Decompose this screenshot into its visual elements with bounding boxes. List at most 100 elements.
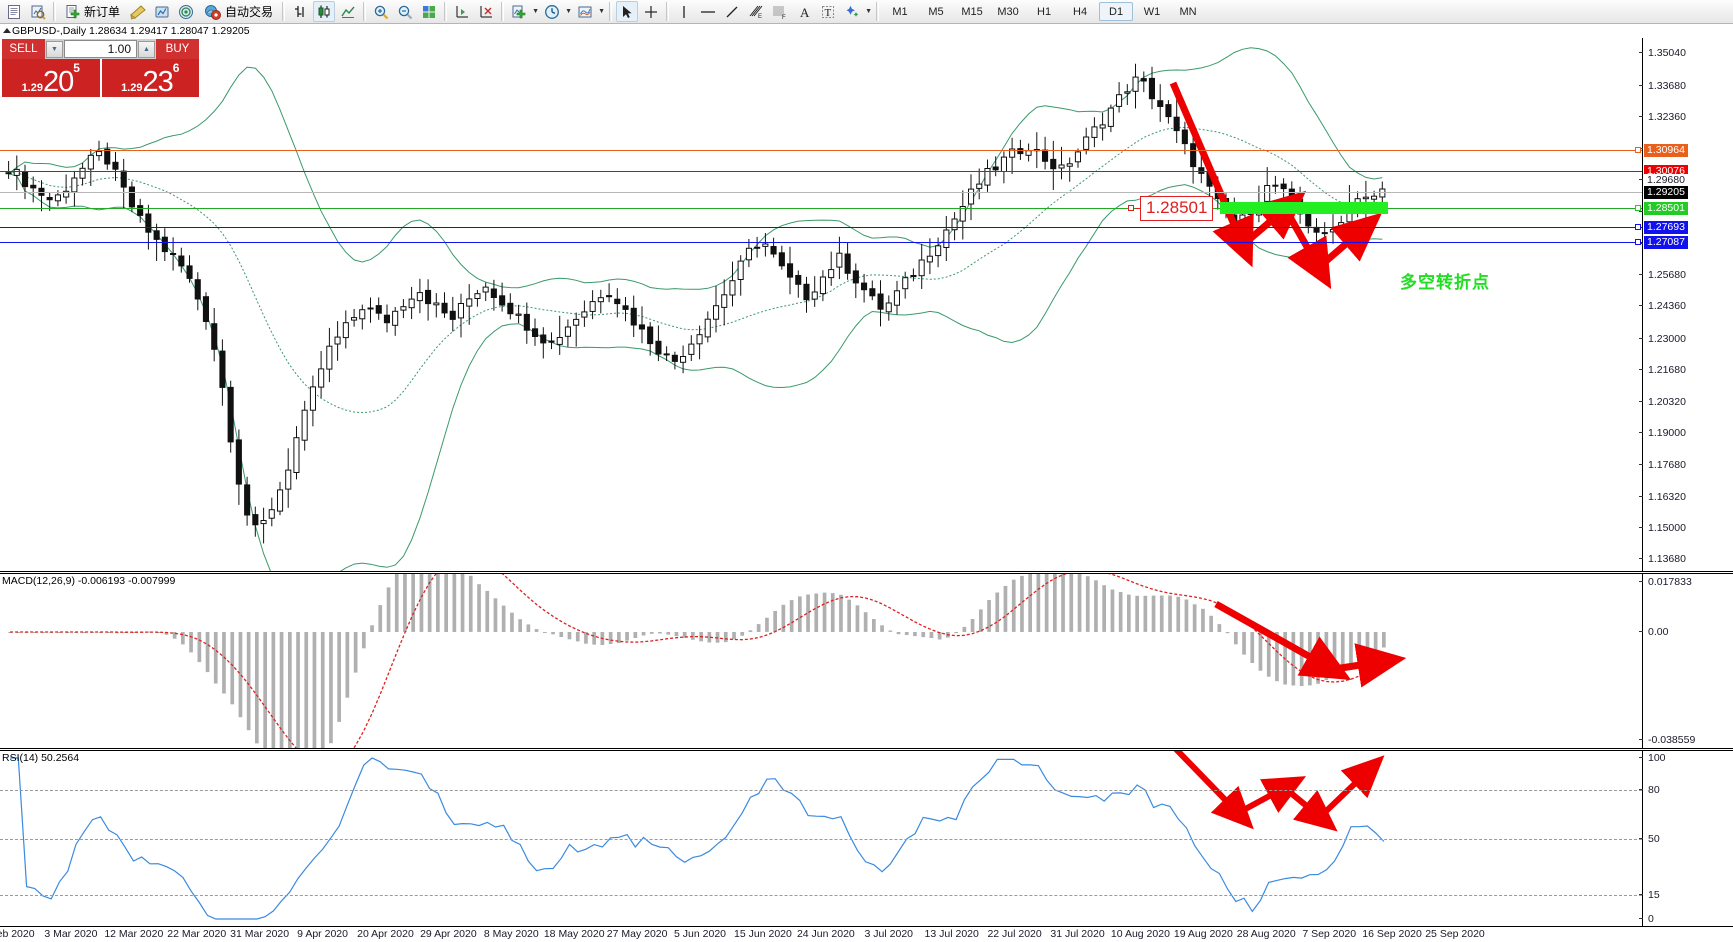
- chart-symbol-bar: GBPUSD-,Daily 1.28634 1.29417 1.28047 1.…: [0, 24, 1733, 38]
- price-tick: 1.21680: [1639, 365, 1686, 375]
- arrow-down-2: [1282, 208, 1332, 290]
- trendline-tool-icon[interactable]: [721, 1, 743, 22]
- timeframe-button-m30[interactable]: M30: [997, 5, 1019, 18]
- templates-icon[interactable]: [574, 1, 596, 22]
- chart-autoscroll-icon[interactable]: [475, 1, 497, 22]
- timeframe-button-m1[interactable]: M1: [892, 5, 908, 18]
- date-axis-label: 25 Sep 2020: [1425, 928, 1485, 940]
- vertical-line-tool-icon[interactable]: [673, 1, 695, 22]
- support-level-blue-1-handle[interactable]: [1635, 224, 1641, 231]
- volume-stepper[interactable]: ▼ 1.00 ▲: [45, 39, 156, 59]
- toolbar-separator: [53, 2, 56, 21]
- support-level-blue-2-handle[interactable]: [1635, 238, 1641, 245]
- tile-windows-icon[interactable]: [418, 1, 440, 22]
- buy-label[interactable]: BUY: [156, 39, 199, 59]
- macd-arrow-overlay[interactable]: [0, 574, 1643, 748]
- timeframe-button-m5[interactable]: M5: [928, 5, 944, 18]
- support-line-blue-2[interactable]: [0, 242, 1642, 243]
- bid-price-level-chip[interactable]: 1.29205: [1644, 185, 1688, 199]
- price-label-box[interactable]: 1.28501: [1140, 196, 1214, 222]
- timeframe-button-h4[interactable]: H4: [1073, 5, 1088, 18]
- timeframe-button-w1[interactable]: W1: [1143, 5, 1161, 18]
- expert-advisors-icon[interactable]: [151, 1, 173, 22]
- bar-chart-icon[interactable]: [289, 1, 311, 22]
- price-scale[interactable]: 1.350401.336801.323601.310001.296801.283…: [1635, 38, 1733, 571]
- resistance-line-red[interactable]: [0, 171, 1642, 172]
- chart-shift-icon[interactable]: [451, 1, 473, 22]
- date-axis-label: 24 Jun 2020: [796, 928, 855, 940]
- chart-annotation-text[interactable]: 多空转折点: [1400, 273, 1490, 293]
- cursor-tool-icon[interactable]: [616, 1, 639, 22]
- profiles-icon[interactable]: [27, 1, 49, 22]
- macd-scale[interactable]: 0.017833 0.00 -0.038559: [1638, 574, 1733, 748]
- price-plot-area[interactable]: 1.28501 多空转折点: [0, 38, 1643, 571]
- templates-dropdown-arrow[interactable]: ▼: [598, 8, 605, 15]
- support-level-green-chip[interactable]: 1.28501: [1635, 202, 1688, 216]
- candlestick-chart-icon[interactable]: [313, 1, 336, 22]
- buy-price-button[interactable]: 1.29 23 6: [101, 59, 199, 97]
- text-tool-icon[interactable]: A: [793, 1, 815, 22]
- horizontal-line-tool-icon[interactable]: [697, 1, 719, 22]
- rsi-tick: 100: [1639, 753, 1666, 763]
- rsi-plot-area[interactable]: [0, 751, 1643, 926]
- period-clock-icon[interactable]: [541, 1, 563, 22]
- macd-plot-area[interactable]: [0, 574, 1643, 748]
- toolbar-separator-4: [444, 2, 448, 21]
- period-dropdown-arrow[interactable]: ▼: [565, 8, 572, 15]
- support-zone-block[interactable]: [1220, 202, 1388, 215]
- new-chart-icon[interactable]: [3, 1, 25, 22]
- shapes-tool-icon[interactable]: [841, 1, 863, 22]
- one-click-trading-panel[interactable]: SELL ▼ 1.00 ▲ BUY 1.29 20 5 1.29 23 6: [2, 39, 199, 97]
- rsi-level-line: [0, 838, 1642, 840]
- support-line-blue-1[interactable]: [0, 227, 1642, 228]
- resistance-line-orange[interactable]: [0, 150, 1642, 151]
- date-axis-label: 8 May 2020: [483, 928, 539, 940]
- toolbar-separator-3: [363, 2, 367, 21]
- new-order-button[interactable]: 新订单: [60, 1, 125, 22]
- trend-arrow-overlay[interactable]: [0, 38, 1643, 571]
- sell-price-button[interactable]: 1.29 20 5: [2, 59, 102, 97]
- price-tick: 1.16320: [1639, 492, 1686, 502]
- indicators-icon[interactable]: [508, 1, 530, 22]
- rsi-arrow-overlay[interactable]: [0, 751, 1643, 926]
- rsi-arrow-up-1: [1236, 776, 1307, 816]
- volume-input[interactable]: 1.00: [64, 40, 137, 58]
- timeframe-button-h1[interactable]: H1: [1037, 5, 1052, 18]
- price-tick: 1.19000: [1639, 428, 1686, 439]
- resistance-level-orange-chip[interactable]: 1.30964: [1635, 143, 1688, 157]
- timeframe-button-mn[interactable]: MN: [1179, 5, 1197, 18]
- auto-trading-button[interactable]: 自动交易: [199, 1, 278, 22]
- timeframe-button-m15[interactable]: M15: [961, 5, 983, 18]
- date-axis-label: 31 Mar 2020: [230, 928, 290, 940]
- zoom-out-icon[interactable]: [394, 1, 416, 22]
- price-tick-label: 1.25680: [1648, 269, 1686, 282]
- support-level-blue-2-chip[interactable]: 1.27087: [1635, 235, 1688, 249]
- svg-text:A: A: [800, 5, 810, 20]
- support-line-green[interactable]: [0, 208, 1642, 209]
- indicators-dropdown-arrow[interactable]: ▼: [532, 8, 539, 15]
- timeframe-button-group: M1 M5 M15 M30 H1 H4 D1 W1 MN: [882, 2, 1206, 21]
- support-level-green-handle[interactable]: [1635, 205, 1641, 212]
- shapes-dropdown-arrow[interactable]: ▼: [865, 8, 872, 15]
- fibonacci-tool-icon[interactable]: F: [769, 1, 791, 22]
- line-chart-icon[interactable]: [337, 1, 359, 22]
- volume-decrease-button[interactable]: ▼: [46, 40, 63, 58]
- sell-label[interactable]: SELL: [2, 39, 45, 59]
- support-level-blue-1-chip[interactable]: 1.27693: [1635, 221, 1688, 235]
- macd-tick: 0.017833: [1639, 577, 1692, 587]
- metaeditor-icon[interactable]: [127, 1, 149, 22]
- price-tick: 1.23000: [1639, 333, 1686, 344]
- volume-increase-button[interactable]: ▲: [138, 40, 155, 58]
- market-watch-icon[interactable]: [175, 1, 197, 22]
- gridline-level-chip[interactable]: 1.29680: [1644, 174, 1688, 188]
- timeframe-button-d1[interactable]: D1: [1099, 2, 1134, 21]
- price-label-anchor[interactable]: [1128, 205, 1134, 212]
- zoom-in-icon[interactable]: [370, 1, 392, 22]
- resistance-level-orange-handle[interactable]: [1635, 146, 1641, 153]
- crosshair-tool-icon[interactable]: [640, 1, 662, 22]
- equidistant-channel-tool-icon[interactable]: E: [745, 1, 767, 22]
- rsi-title: RSI(14) 50.2564: [2, 752, 80, 764]
- rsi-scale[interactable]: 100 80 50 15 0: [1639, 751, 1733, 926]
- rsi-level-line: [0, 894, 1642, 896]
- label-tool-icon[interactable]: T: [817, 1, 839, 22]
